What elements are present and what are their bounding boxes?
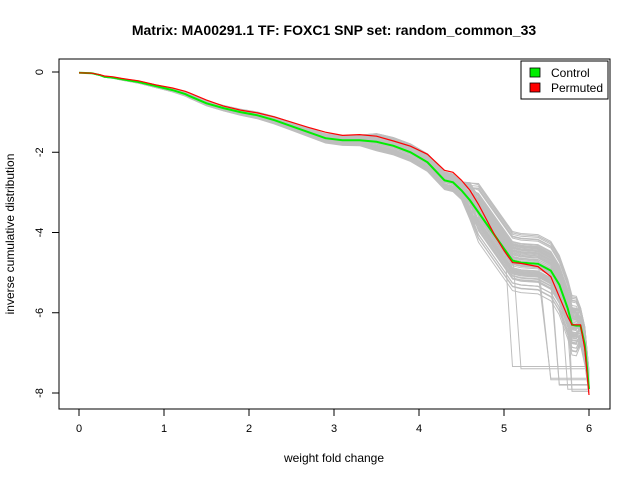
x-tick-label: 3 bbox=[331, 423, 337, 435]
y-axis: 0 -2 -4 -6 -8 bbox=[34, 69, 60, 398]
y-tick-label: -2 bbox=[34, 147, 46, 157]
legend-label-control: Control bbox=[551, 66, 590, 80]
x-tick-label: 1 bbox=[161, 423, 167, 435]
series-line-control bbox=[78, 71, 590, 390]
background-line bbox=[78, 72, 590, 389]
legend-swatch-control bbox=[529, 67, 541, 78]
legend-label-permuted: Permuted bbox=[551, 81, 603, 95]
background-line bbox=[78, 72, 590, 383]
background-line bbox=[78, 72, 590, 385]
y-tick-label: 0 bbox=[34, 69, 46, 75]
y-tick-label: -6 bbox=[34, 308, 46, 318]
background-line bbox=[78, 72, 590, 388]
background-line bbox=[78, 72, 590, 381]
background-line bbox=[78, 72, 589, 386]
background-line bbox=[78, 72, 590, 376]
background-line bbox=[78, 72, 589, 385]
background-line bbox=[78, 72, 589, 381]
series-lines bbox=[78, 71, 590, 396]
y-tick-label: -8 bbox=[34, 388, 46, 398]
background-line bbox=[78, 72, 590, 384]
legend-box bbox=[520, 60, 609, 100]
background-line bbox=[78, 72, 590, 386]
series-line-permuted bbox=[78, 72, 590, 396]
legend: Control Permuted bbox=[520, 60, 609, 100]
legend-swatch-permuted bbox=[529, 82, 541, 93]
background-line bbox=[78, 72, 590, 387]
background-line bbox=[78, 72, 590, 373]
background-line bbox=[78, 72, 590, 382]
x-tick-label: 5 bbox=[501, 423, 507, 435]
background-line bbox=[78, 72, 590, 384]
background-lines bbox=[78, 72, 590, 394]
background-line bbox=[78, 72, 590, 374]
background-line bbox=[78, 72, 590, 386]
background-line bbox=[78, 72, 590, 379]
background-line bbox=[78, 72, 590, 388]
background-line bbox=[78, 72, 590, 385]
background-line bbox=[78, 72, 590, 372]
x-tick-label: 6 bbox=[586, 423, 592, 435]
background-line bbox=[78, 72, 590, 376]
background-line bbox=[78, 72, 590, 394]
background-line bbox=[78, 72, 589, 370]
background-line bbox=[78, 72, 590, 381]
background-line bbox=[78, 72, 590, 372]
background-line bbox=[78, 72, 590, 376]
background-line bbox=[78, 72, 590, 375]
background-line bbox=[78, 72, 590, 382]
background-line bbox=[78, 72, 590, 387]
background-line bbox=[78, 72, 590, 376]
y-axis-label: inverse cumulative distribution bbox=[3, 154, 17, 315]
background-line bbox=[78, 72, 590, 385]
background-line bbox=[78, 72, 590, 373]
background-line bbox=[78, 72, 590, 383]
x-tick-label: 2 bbox=[246, 423, 252, 435]
background-line bbox=[78, 72, 590, 377]
background-line bbox=[78, 72, 589, 367]
background-line bbox=[78, 72, 590, 376]
background-line bbox=[78, 72, 590, 387]
background-line bbox=[78, 72, 590, 388]
x-tick-label: 4 bbox=[416, 423, 422, 435]
background-line bbox=[78, 72, 590, 382]
x-axis: 0 1 2 3 4 5 6 bbox=[76, 408, 592, 435]
background-line bbox=[78, 72, 590, 372]
background-line bbox=[78, 72, 589, 379]
background-line bbox=[78, 72, 590, 374]
background-line bbox=[78, 72, 590, 376]
background-line bbox=[78, 72, 590, 384]
y-tick-label: -4 bbox=[34, 228, 46, 238]
x-axis-label: weight fold change bbox=[283, 451, 384, 465]
x-tick-label: 0 bbox=[76, 423, 82, 435]
chart-title: Matrix: MA00291.1 TF: FOXC1 SNP set: ran… bbox=[132, 22, 537, 38]
